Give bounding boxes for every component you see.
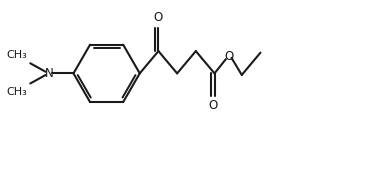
Text: N: N	[45, 67, 54, 80]
Text: O: O	[154, 11, 163, 24]
Text: CH₃: CH₃	[6, 87, 27, 97]
Text: CH₃: CH₃	[6, 50, 27, 60]
Text: O: O	[224, 50, 233, 63]
Text: O: O	[208, 99, 218, 112]
